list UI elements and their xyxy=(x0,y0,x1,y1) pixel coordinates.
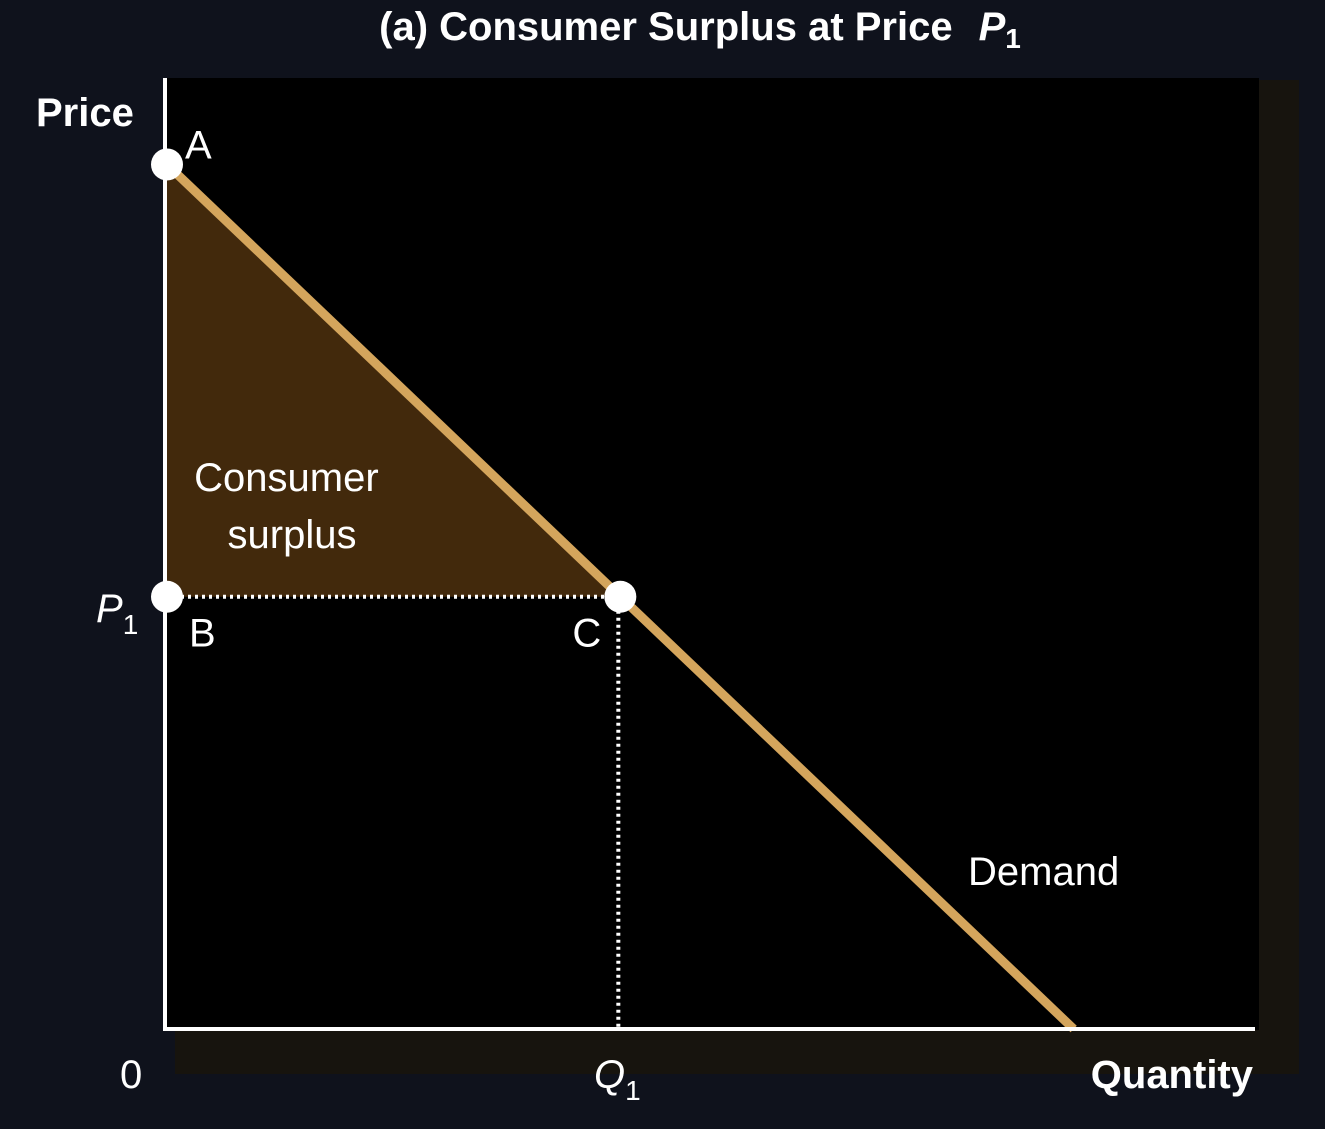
chart-title-symbol: P xyxy=(979,5,1006,49)
point-label-c: C xyxy=(572,612,601,656)
x-axis-title: Quantity xyxy=(1091,1053,1254,1097)
y-axis-title: Price xyxy=(36,91,134,135)
x-tick-q1: Q1 xyxy=(594,1053,641,1106)
x-tick-q1-sub: 1 xyxy=(625,1075,641,1106)
y-tick-p1-sub: 1 xyxy=(123,609,139,640)
point-a xyxy=(151,148,183,181)
origin-label: 0 xyxy=(120,1053,142,1097)
demand-label: Demand xyxy=(968,850,1119,894)
y-tick-p1-symbol: P xyxy=(96,587,123,631)
point-label-a: A xyxy=(185,123,212,167)
chart-title-symbol-sub: 1 xyxy=(1005,23,1021,54)
chart-title-text: (a) Consumer Surplus at Price xyxy=(379,5,952,49)
y-tick-p1: P1 xyxy=(96,587,138,640)
point-b xyxy=(151,580,183,613)
surplus-label-line2: surplus xyxy=(228,513,357,557)
point-c xyxy=(604,580,637,613)
points-layer: A B C xyxy=(151,123,637,656)
chart-title: (a) Consumer Surplus at Price P1 xyxy=(379,5,1021,54)
point-label-b: B xyxy=(189,612,216,656)
surplus-label-line1: Consumer xyxy=(194,456,379,500)
surplus-label: Consumer surplus xyxy=(194,456,390,557)
x-tick-q1-symbol: Q xyxy=(594,1053,625,1097)
